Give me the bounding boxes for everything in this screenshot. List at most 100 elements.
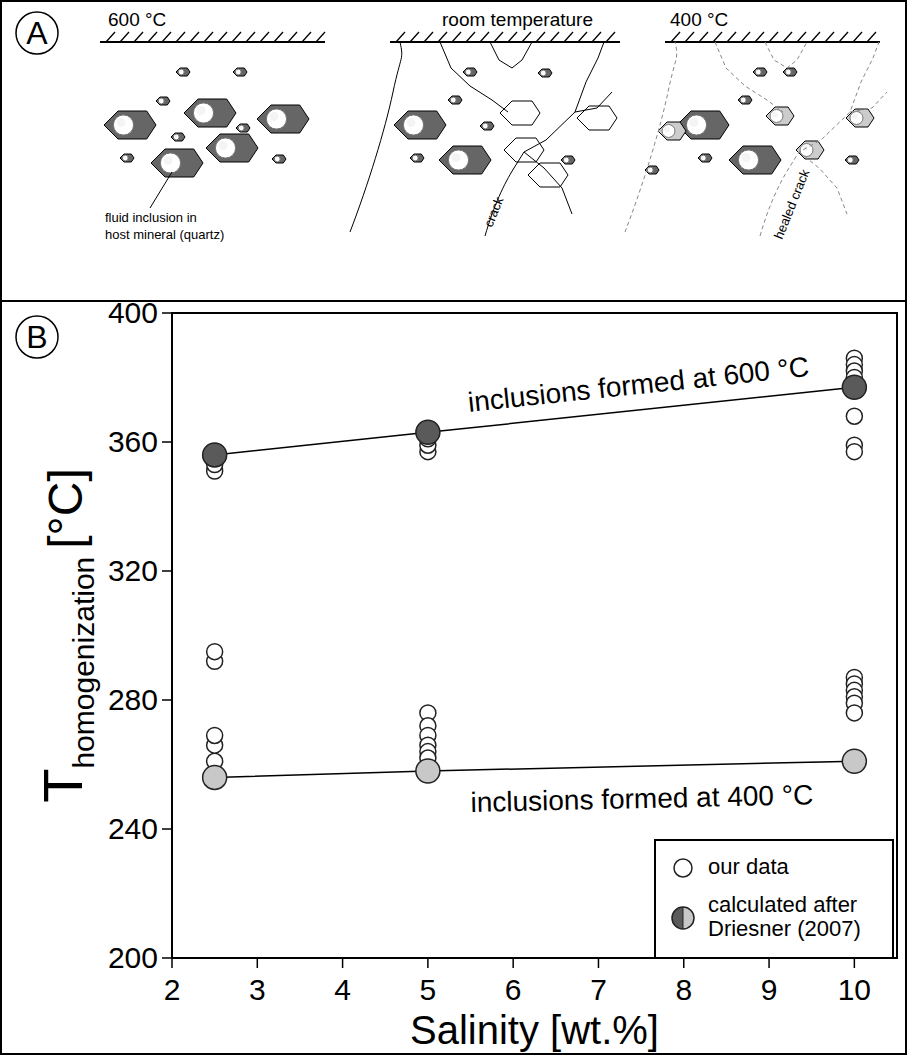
- vapour-bubble: [686, 115, 706, 135]
- legend-icon: [674, 859, 692, 877]
- scene-title: 400 °C: [670, 9, 728, 30]
- surface-hatch: [685, 32, 694, 42]
- inclusion: [845, 156, 859, 164]
- vapour-bubble: [403, 115, 423, 135]
- crack-line: [524, 152, 572, 214]
- bubble-highlight: [741, 98, 744, 101]
- inclusion: [500, 101, 540, 125]
- bubble-highlight: [196, 106, 205, 115]
- surface-hatch: [564, 32, 573, 42]
- x-tick-label: 5: [420, 973, 437, 1006]
- x-tick: [683, 958, 685, 968]
- surface-hatch: [410, 32, 419, 42]
- crack-line: [490, 42, 532, 68]
- surface-hatch: [438, 32, 447, 42]
- bubble-highlight: [179, 70, 182, 73]
- vapour-bubble: [700, 155, 706, 161]
- surface-hatch: [741, 32, 750, 42]
- bubble-highlight: [648, 168, 651, 171]
- crack-line: [575, 92, 612, 112]
- healed-crack-line: [625, 42, 677, 232]
- calc-line: [215, 761, 855, 777]
- crack-line: [440, 42, 508, 112]
- calc-point: [842, 749, 866, 773]
- y-axis-title-unit: [°C]: [39, 468, 92, 549]
- x-tick: [854, 958, 856, 968]
- inclusion: [448, 96, 462, 104]
- bubble-highlight: [236, 70, 239, 73]
- bubble-highlight: [466, 70, 469, 73]
- surface-line: [665, 41, 880, 43]
- vapour-bubble: [158, 98, 164, 104]
- bubble-highlight: [848, 158, 851, 161]
- y-axis-title-main: T: [31, 769, 94, 803]
- vapour-bubble: [563, 157, 569, 163]
- surface-hatch: [713, 32, 722, 42]
- bubble-highlight: [483, 124, 486, 127]
- vapour-bubble: [193, 103, 213, 123]
- surface-hatch: [204, 32, 213, 42]
- vapour-bubble: [850, 112, 863, 125]
- surface-hatch: [839, 32, 848, 42]
- y-tick: [162, 441, 172, 443]
- surface-hatch: [452, 32, 461, 42]
- inclusion: [257, 105, 309, 133]
- surface-hatch: [162, 32, 171, 42]
- surface-hatch: [592, 32, 601, 42]
- vapour-bubble: [647, 167, 653, 173]
- vapour-bubble: [274, 156, 280, 162]
- inclusion: [738, 96, 752, 104]
- surface-hatch: [508, 32, 517, 42]
- legend: our datacalculated afterDriesner (2007): [655, 840, 893, 958]
- vapour-bubble: [412, 155, 418, 161]
- surface-hatch: [190, 32, 199, 42]
- calc-point: [203, 443, 227, 467]
- crack-line: [350, 42, 402, 232]
- surface-hatch: [494, 32, 503, 42]
- surface-hatch: [727, 32, 736, 42]
- bubble-highlight: [451, 98, 454, 101]
- inclusion: [577, 106, 617, 130]
- bubble-highlight: [664, 126, 670, 132]
- y-tick-label: 400: [108, 296, 158, 329]
- inclusion: [698, 154, 712, 162]
- bubble-highlight: [116, 118, 125, 127]
- surface-hatch: [396, 32, 405, 42]
- inclusion: [120, 154, 134, 162]
- calc-point: [416, 420, 440, 444]
- inclusion: [176, 68, 190, 76]
- y-tick-label: 240: [108, 812, 158, 845]
- surface-hatch: [302, 32, 311, 42]
- surface-hatch: [466, 32, 475, 42]
- data-point: [846, 444, 862, 460]
- healed-crack-line: [715, 42, 783, 112]
- surface-hatch: [769, 32, 778, 42]
- inclusion: [766, 107, 794, 125]
- calc-point: [416, 759, 440, 783]
- surface-line: [100, 41, 325, 43]
- surface-hatch: [853, 32, 862, 42]
- surface-hatch: [536, 32, 545, 42]
- bubble-highlight: [701, 156, 704, 159]
- vapour-bubble: [160, 153, 180, 173]
- vapour-bubble: [178, 69, 184, 75]
- panel-a-frame: [1, 1, 906, 301]
- surface-hatch: [288, 32, 297, 42]
- inclusion: [184, 99, 236, 127]
- surface-hatch: [316, 32, 325, 42]
- surface-hatch: [120, 32, 129, 42]
- surface-hatch: [867, 32, 876, 42]
- x-tick-label: 10: [838, 973, 871, 1006]
- inclusion: [272, 155, 286, 163]
- inclusion: [729, 146, 781, 174]
- data-point: [846, 705, 862, 721]
- data-point: [207, 727, 223, 743]
- y-tick-label: 360: [108, 425, 158, 458]
- surface-hatch: [783, 32, 792, 42]
- inclusion: [528, 163, 568, 187]
- vapour-bubble: [740, 97, 746, 103]
- annotation: fluid inclusion in: [105, 210, 197, 225]
- x-tick-label: 3: [249, 973, 266, 1006]
- vapour-bubble: [785, 69, 791, 75]
- legend-icon-half: [672, 907, 683, 929]
